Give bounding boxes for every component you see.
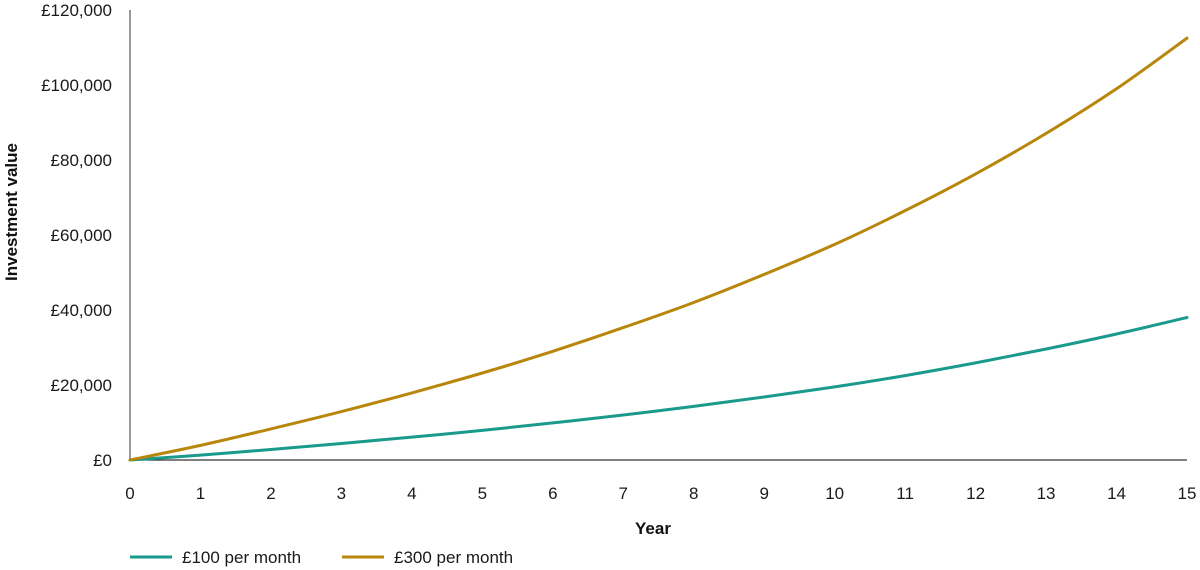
y-tick-label: £40,000 (51, 301, 112, 320)
legend: £100 per month £300 per month (130, 548, 513, 567)
x-axis-ticks: 0 1 2 3 4 5 6 7 8 9 10 11 12 13 14 15 (125, 484, 1196, 503)
y-tick-label: £80,000 (51, 151, 112, 170)
x-axis-title: Year (635, 519, 671, 538)
x-tick-label: 9 (759, 484, 768, 503)
x-tick-label: 0 (125, 484, 134, 503)
x-tick-label: 8 (689, 484, 698, 503)
x-tick-label: 15 (1178, 484, 1197, 503)
x-tick-label: 6 (548, 484, 557, 503)
x-tick-label: 1 (196, 484, 205, 503)
series-line-2 (128, 36, 1189, 462)
legend-label-2: £300 per month (394, 548, 513, 567)
x-tick-label: 2 (266, 484, 275, 503)
y-axis-ticks: £0 £20,000 £40,000 £60,000 £80,000 £100,000 £1… (41, 1, 112, 470)
x-tick-label: 12 (966, 484, 985, 503)
x-tick-label: 13 (1037, 484, 1056, 503)
legend-label-1: £100 per month (182, 548, 301, 567)
y-tick-label: £120,000 (41, 1, 112, 20)
x-tick-label: 5 (478, 484, 487, 503)
x-tick-label: 7 (619, 484, 628, 503)
y-tick-label: £20,000 (51, 376, 112, 395)
y-tick-label: £60,000 (51, 226, 112, 245)
y-tick-label: £100,000 (41, 76, 112, 95)
x-tick-label: 10 (825, 484, 844, 503)
x-tick-label: 3 (337, 484, 346, 503)
series-line-1 (128, 316, 1189, 462)
x-tick-label: 4 (407, 484, 416, 503)
y-tick-label: £0 (93, 451, 112, 470)
series-lines (128, 36, 1189, 462)
y-axis-title: Investment value (2, 143, 21, 281)
x-tick-label: 11 (896, 484, 914, 503)
x-tick-label: 14 (1107, 484, 1126, 503)
